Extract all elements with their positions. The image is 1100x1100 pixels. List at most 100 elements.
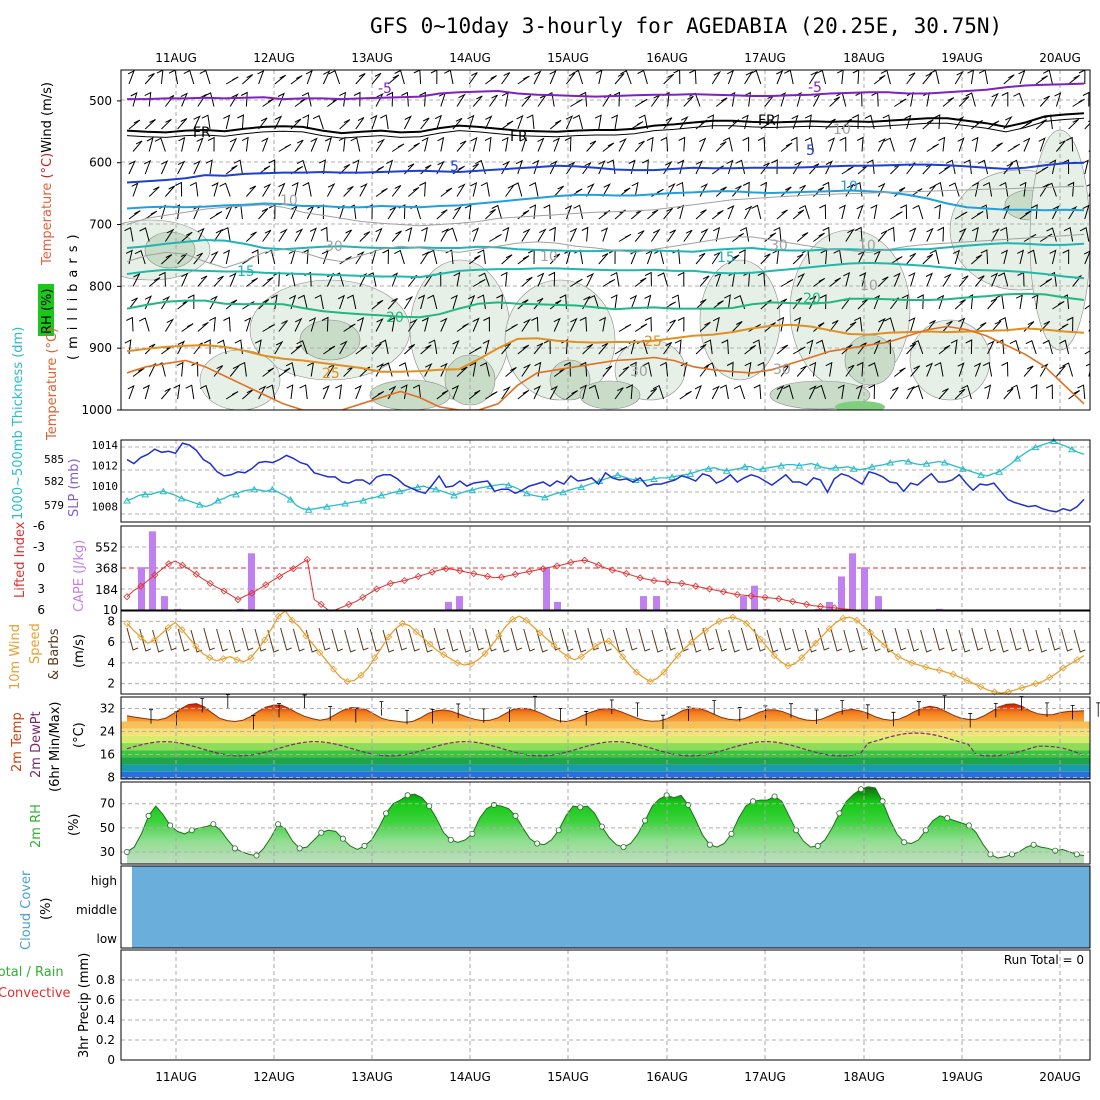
- wind10-barb: [625, 627, 638, 651]
- li-ytick--6: -6: [33, 519, 45, 533]
- li-ytick-0: 0: [37, 561, 45, 575]
- temp-whisker: [430, 709, 435, 724]
- thickness-point: [468, 486, 477, 494]
- rh-point: [167, 822, 174, 829]
- wind-barb: [647, 388, 658, 400]
- thickness-point: [1031, 443, 1040, 451]
- temp-band-5: [121, 735, 1090, 744]
- wind-barb: [161, 118, 172, 130]
- wind-barb: [521, 95, 532, 107]
- wind-barb: [430, 70, 438, 85]
- wind-barb: [355, 73, 366, 85]
- wind-barb: [203, 339, 211, 355]
- wind-barb: [526, 114, 535, 130]
- wind-barb: [808, 70, 819, 85]
- rh-point: [750, 798, 757, 805]
- wind10-point: [1059, 664, 1067, 672]
- thickness-point: [359, 497, 368, 504]
- thickness-point: [1013, 454, 1022, 462]
- wind-barb: [776, 344, 789, 355]
- wind10-barb: [702, 627, 715, 651]
- wind10-barb: [331, 628, 343, 652]
- wind-barb: [1065, 136, 1074, 152]
- wind-barb: [134, 249, 146, 265]
- cloud-axis-label: Cloud Cover: [19, 870, 34, 950]
- wind-barb: [600, 227, 609, 242]
- wind-barb: [420, 251, 430, 265]
- wind-barb: [613, 91, 621, 107]
- wind10-barb: [792, 628, 804, 652]
- wind-barb: [721, 339, 729, 355]
- wind-barb: [391, 143, 405, 152]
- wind-barb: [813, 277, 826, 287]
- wind-barb: [677, 204, 685, 220]
- thickness-point: [322, 503, 331, 510]
- wind-barb: [148, 277, 161, 287]
- wind-barb: [419, 181, 426, 197]
- thickness-point: [450, 491, 458, 499]
- upper-ytick-800: 800: [89, 279, 112, 293]
- wind10-barb: [459, 629, 471, 653]
- wind-barb: [974, 362, 982, 377]
- wind-barb: [945, 159, 956, 175]
- wind-barb: [278, 143, 292, 152]
- wind-barb: [565, 115, 574, 130]
- wind-barb: [771, 159, 778, 175]
- wind10-barb: [139, 628, 151, 652]
- date-label-bottom-20aug: 20AUG: [1039, 1070, 1081, 1084]
- wind-barb: [187, 294, 195, 310]
- wind-barb: [324, 137, 332, 152]
- wind10-barb: [510, 627, 523, 651]
- wind-barb: [265, 249, 276, 265]
- cape-ytick-184: 184: [95, 583, 118, 597]
- wind-barb: [588, 294, 600, 310]
- wind-barb: [199, 70, 211, 85]
- wind10-point: [619, 653, 627, 661]
- wind10-barb: [843, 629, 855, 653]
- wind10-barb: [280, 627, 292, 651]
- date-label-bottom-13aug: 13AUG: [351, 1070, 393, 1084]
- cape-bar-19: [861, 567, 868, 610]
- wind-barb: [201, 114, 211, 130]
- wind-barb: [418, 294, 426, 310]
- slp-ytick-1014: 1014: [92, 439, 119, 452]
- wind-barb: [296, 340, 308, 355]
- wind-barb: [251, 249, 260, 265]
- temp-whisker: [712, 700, 717, 715]
- wind10-point: [261, 636, 269, 644]
- wind-barb: [532, 159, 540, 175]
- wind10-barb: [830, 628, 843, 652]
- rh-blob-8: [699, 259, 781, 381]
- contour-10-grey: [126, 185, 1085, 227]
- wind-barb: [744, 205, 753, 220]
- wind-barb: [209, 250, 219, 265]
- rh-point: [771, 793, 778, 800]
- wind-barb: [456, 183, 466, 197]
- thickness-point: [413, 483, 422, 491]
- temp-whisker: [277, 702, 281, 718]
- wind-barb: [339, 91, 347, 107]
- wind-barb: [819, 204, 827, 220]
- wind-barb: [618, 233, 632, 242]
- wind-barb: [780, 142, 793, 152]
- wind-barb: [301, 249, 309, 265]
- wind-barb: [602, 142, 615, 152]
- wind-barb: [856, 361, 864, 377]
- wind-barb: [302, 114, 310, 130]
- wind-barb: [845, 228, 855, 242]
- wind-barb: [181, 231, 193, 242]
- wind-barb: [1015, 294, 1023, 310]
- wind-barb: [906, 72, 916, 85]
- wind-barb: [827, 137, 836, 152]
- wind10-barb: [651, 629, 663, 653]
- wind-barb: [614, 346, 628, 355]
- wind-barb: [957, 362, 965, 377]
- wind10-barb: [126, 627, 139, 651]
- wind-barb: [868, 362, 879, 377]
- wind-barb: [965, 92, 976, 107]
- wind-barb: [1051, 205, 1060, 220]
- wind-barb: [732, 232, 745, 242]
- precip-ytick-0.4: 0.4: [96, 1013, 115, 1027]
- wind10-barb: [561, 628, 574, 652]
- wind10-point: [605, 637, 613, 645]
